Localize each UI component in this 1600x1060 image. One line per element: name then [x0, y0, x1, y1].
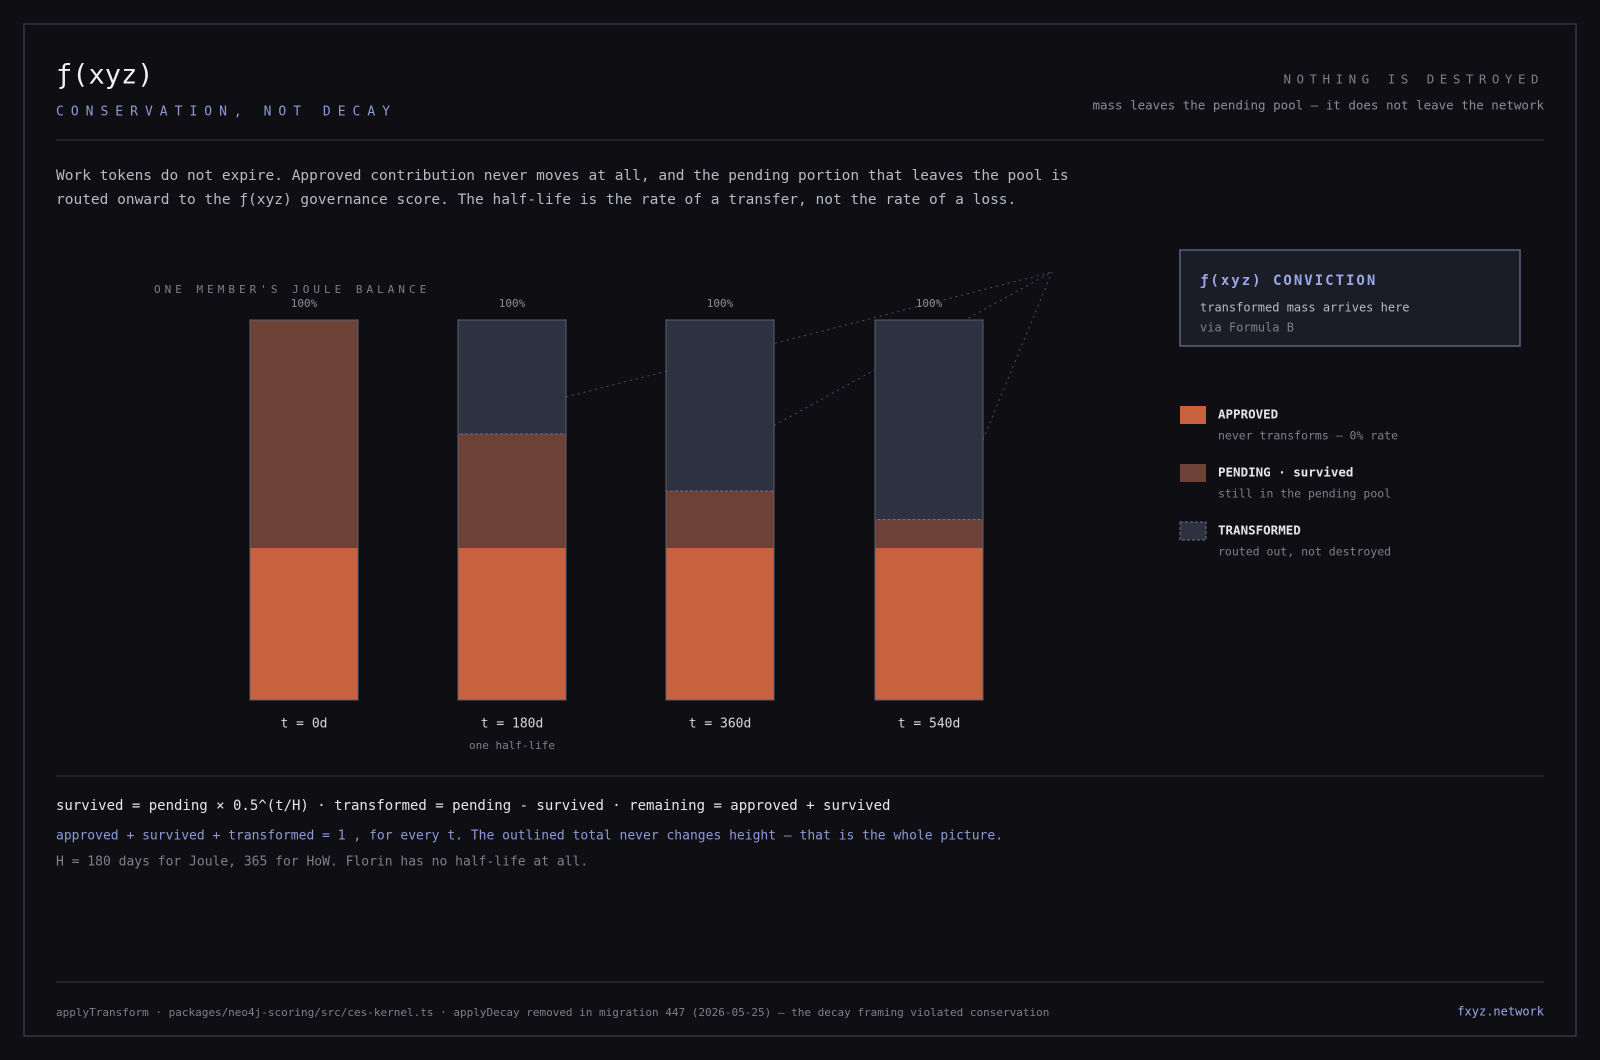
total-label: 100% — [291, 297, 318, 310]
legend-name: TRANSFORMED — [1218, 523, 1301, 538]
category-label: t = 360d — [689, 717, 752, 732]
legend-swatch — [1180, 406, 1206, 424]
bar-segment — [250, 320, 358, 548]
legend-name: PENDING · survived — [1218, 465, 1353, 480]
flow-line — [982, 271, 1053, 440]
bar-segment — [666, 491, 774, 548]
conviction-title: ƒ(xyz) CONVICTION — [1200, 273, 1377, 289]
legend-swatch — [1180, 464, 1206, 482]
intro-line: Work tokens do not expire. Approved cont… — [56, 168, 1069, 184]
bar-segment — [457, 319, 567, 435]
bar-segment — [874, 319, 984, 520]
total-outline — [665, 319, 775, 701]
category-note: one half-life — [469, 739, 555, 752]
bar-segment — [665, 319, 775, 492]
footer-source: applyTransform · packages/neo4j-scoring/… — [56, 1006, 1049, 1019]
chart-title: ONE MEMBER'S JOULE BALANCE — [154, 283, 430, 296]
conviction-line: via Formula B — [1200, 321, 1294, 335]
legend-note: still in the pending pool — [1218, 487, 1391, 501]
bar-segment — [666, 548, 774, 700]
flow-line — [773, 271, 1053, 426]
total-label: 100% — [916, 297, 943, 310]
subtitle: CONSERVATION, NOT DECAY — [56, 105, 397, 120]
conviction-line: transformed mass arrives here — [1200, 301, 1410, 315]
total-label: 100% — [707, 297, 734, 310]
bar-segment — [250, 548, 358, 700]
legend-note: never transforms — 0% rate — [1218, 429, 1398, 443]
conviction-box — [1179, 249, 1521, 347]
bar-segment — [458, 548, 566, 700]
total-outline — [457, 319, 567, 701]
total-outline — [874, 319, 984, 701]
total-label: 100% — [499, 297, 526, 310]
kicker: NOTHING IS DESTROYED — [1283, 72, 1544, 87]
footer-link[interactable]: fxyz.network — [1457, 1005, 1544, 1019]
bar-segment — [458, 434, 566, 548]
legend-name: APPROVED — [1218, 407, 1278, 422]
total-outline — [249, 319, 359, 701]
category-label: t = 0d — [281, 717, 328, 732]
category-label: t = 540d — [898, 717, 961, 732]
bar-segment — [875, 519, 983, 548]
bar-segment — [875, 548, 983, 700]
formula-note: H = 180 days for Joule, 365 for HoW. Flo… — [56, 855, 588, 870]
title: ƒ(xyz) — [56, 60, 154, 91]
category-label: t = 180d — [481, 717, 544, 732]
invariant: approved + survived + transformed = 1 , … — [56, 829, 1003, 844]
legend-swatch — [1179, 521, 1207, 541]
intro-line: routed onward to the ƒ(xyz) governance s… — [56, 192, 1016, 208]
tagline: mass leaves the pending pool — it does n… — [1092, 98, 1544, 113]
legend-note: routed out, not destroyed — [1218, 545, 1391, 559]
formula: survived = pending × 0.5^(t/H) · transfo… — [56, 798, 890, 814]
